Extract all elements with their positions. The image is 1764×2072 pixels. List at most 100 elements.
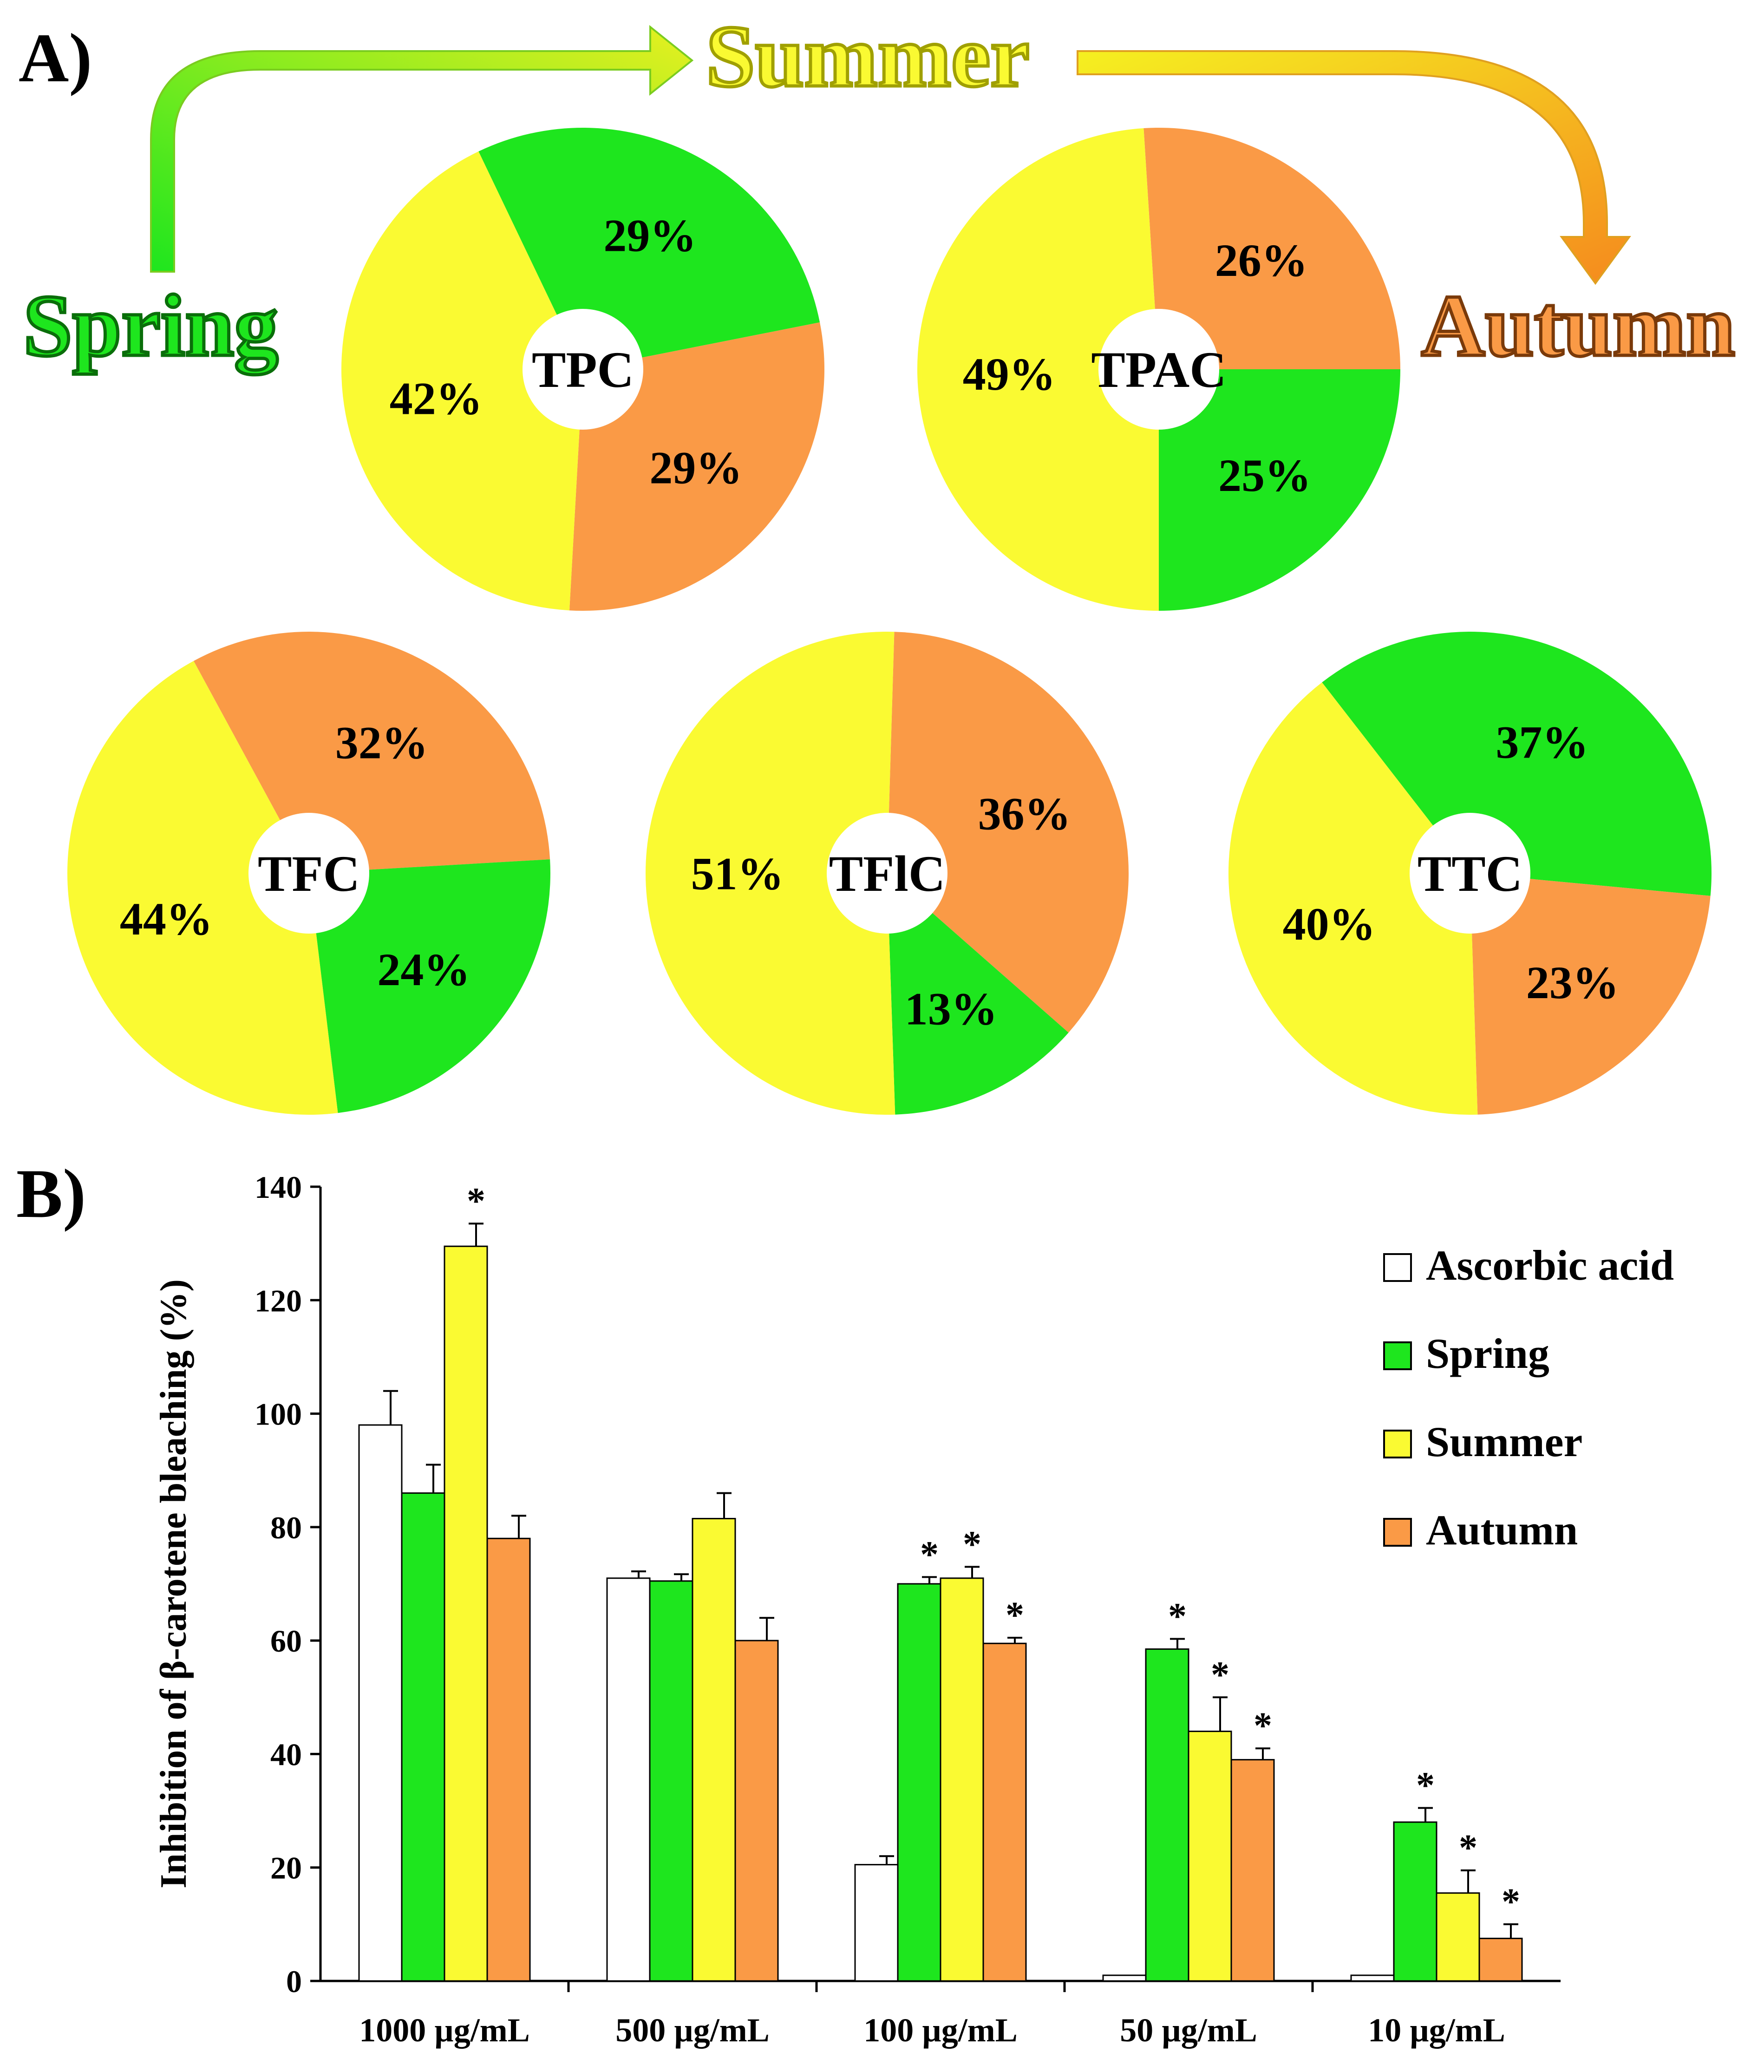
bar-summer	[1436, 1892, 1480, 1982]
y-tick-label: 40	[270, 1737, 302, 1772]
pie-slice-label: 51%	[691, 848, 784, 900]
pie-slice-autumn	[193, 632, 550, 873]
legend-swatch-summer	[1383, 1430, 1412, 1458]
x-tick-label: 500 µg/mL	[615, 2012, 770, 2049]
bar-spring	[897, 1583, 941, 1982]
bar-autumn	[982, 1642, 1027, 1982]
pie-tpac: 26% 25% 49% TPAC	[917, 127, 1400, 611]
pie-slice-spring	[887, 873, 1069, 1115]
significance-star: *	[467, 1181, 485, 1222]
pie-slice-summer	[917, 128, 1159, 611]
pie-ttc: 37% 23% 40% TTC	[1228, 632, 1712, 1115]
pie-slice-label: 40%	[1283, 898, 1376, 950]
panel-a-label: A)	[19, 20, 92, 97]
pie-slice-label: 13%	[905, 983, 998, 1034]
pie-slice-label: 36%	[978, 788, 1071, 839]
x-tick-label: 100 µg/mL	[863, 2012, 1018, 2049]
pie-slice-spring	[309, 859, 550, 1113]
pie-charts: 29% 29% 42% TPC 26% 25% 49% TPAC 32% 24% 44% TFC 36%…	[67, 127, 1712, 1115]
y-tick-label: 60	[270, 1623, 302, 1659]
bar-ascorbic	[1102, 1974, 1147, 1982]
significance-star: *	[920, 1534, 939, 1575]
x-tick-label: 10 µg/mL	[1368, 2012, 1505, 2049]
pie-slice-label: 24%	[377, 944, 470, 995]
pie-center-label: TFlC	[829, 845, 946, 902]
y-tick-label: 100	[255, 1397, 302, 1432]
bar-autumn	[1230, 1759, 1275, 1982]
season-label-spring: Spring	[23, 277, 278, 375]
y-tick-label: 120	[255, 1283, 302, 1318]
pie-center-label: TPAC	[1091, 341, 1226, 398]
season-label-summer: Summer	[706, 8, 1030, 105]
bar-chart: 0 20 40 60 80 100 120 140 Inhibition of β-carote…	[153, 1170, 1674, 2049]
pie-center-hole	[1410, 813, 1530, 934]
x-tick-label: 1000 µg/mL	[359, 2012, 530, 2049]
x-tick-label: 50 µg/mL	[1120, 2012, 1257, 2049]
pie-center-hole	[827, 813, 947, 934]
legend-swatch-ascorbic	[1383, 1253, 1412, 1282]
bar-autumn	[1478, 1937, 1523, 1982]
pie-slice-label: 44%	[120, 893, 213, 945]
pie-slice-label: 49%	[963, 348, 1056, 400]
y-tick-label: 20	[270, 1850, 302, 1886]
significance-star: *	[1211, 1654, 1229, 1695]
pie-center-hole	[523, 309, 643, 430]
pie-center-label: TFC	[258, 845, 360, 902]
pie-slice-summer	[1228, 682, 1478, 1115]
bar-spring	[649, 1580, 693, 1982]
significance-star: *	[1254, 1706, 1272, 1746]
legend-label-ascorbic: Ascorbic acid	[1426, 1242, 1674, 1289]
pie-slice-label: 25%	[1218, 450, 1311, 501]
pie-center-label: TTC	[1418, 845, 1522, 902]
y-tick-label: 0	[286, 1964, 302, 1999]
panel-b-label: B)	[16, 1155, 86, 1232]
bar-ascorbic	[358, 1424, 403, 1982]
pie-slice-autumn	[1470, 873, 1711, 1115]
significance-star: *	[1168, 1596, 1187, 1637]
significance-star: *	[1502, 1882, 1520, 1922]
bar-summer	[444, 1245, 488, 1982]
y-tick-label: 80	[270, 1510, 302, 1545]
bar-autumn	[486, 1537, 531, 1982]
bar-ascorbic	[1350, 1974, 1395, 1982]
pie-slice-autumn	[887, 632, 1129, 1033]
legend-label-summer: Summer	[1426, 1418, 1582, 1465]
pie-slice-spring	[1159, 369, 1400, 611]
pie-slice-label: 37%	[1496, 716, 1588, 768]
bar-ascorbic	[606, 1577, 651, 1982]
summer-to-autumn-arrow	[1077, 50, 1631, 285]
pie-center-hole	[248, 813, 369, 934]
bar-spring	[401, 1492, 445, 1982]
legend-label-autumn: Autumn	[1426, 1506, 1578, 1554]
y-tick-label: 140	[255, 1170, 302, 1205]
bar-autumn	[734, 1640, 779, 1982]
pie-center-label: TPC	[532, 341, 634, 398]
pie-slice-summer	[67, 661, 338, 1115]
bar-summer	[1188, 1731, 1232, 1982]
pie-slice-label: 42%	[390, 373, 483, 425]
pie-tflc: 36% 13% 51% TFlC	[645, 632, 1129, 1115]
bar-spring	[1393, 1821, 1437, 1982]
pie-tfc: 32% 24% 44% TFC	[67, 632, 550, 1115]
pie-slice-summer	[645, 632, 895, 1115]
bar-summer	[940, 1577, 984, 1982]
significance-star: *	[1006, 1595, 1024, 1636]
legend-label-spring: Spring	[1426, 1330, 1549, 1377]
pie-slice-spring	[478, 127, 820, 369]
pie-slice-label: 29%	[649, 442, 742, 494]
pie-slice-autumn	[1143, 127, 1400, 369]
pie-slice-label: 26%	[1215, 235, 1308, 286]
season-label-autumn: Autumn	[1421, 277, 1735, 375]
bar-spring	[1145, 1648, 1189, 1982]
spring-to-summer-arrow	[150, 25, 694, 273]
legend-swatch-autumn	[1383, 1518, 1412, 1547]
bar-ascorbic	[854, 1864, 899, 1982]
pie-slice-label: 29%	[603, 210, 696, 261]
significance-star: *	[963, 1524, 981, 1565]
pie-tpc: 29% 29% 42% TPC	[341, 127, 824, 611]
significance-star: *	[1459, 1828, 1477, 1869]
pie-slice-label: 32%	[335, 717, 428, 768]
pie-slice-summer	[341, 151, 583, 611]
pie-slice-label: 23%	[1526, 957, 1619, 1008]
